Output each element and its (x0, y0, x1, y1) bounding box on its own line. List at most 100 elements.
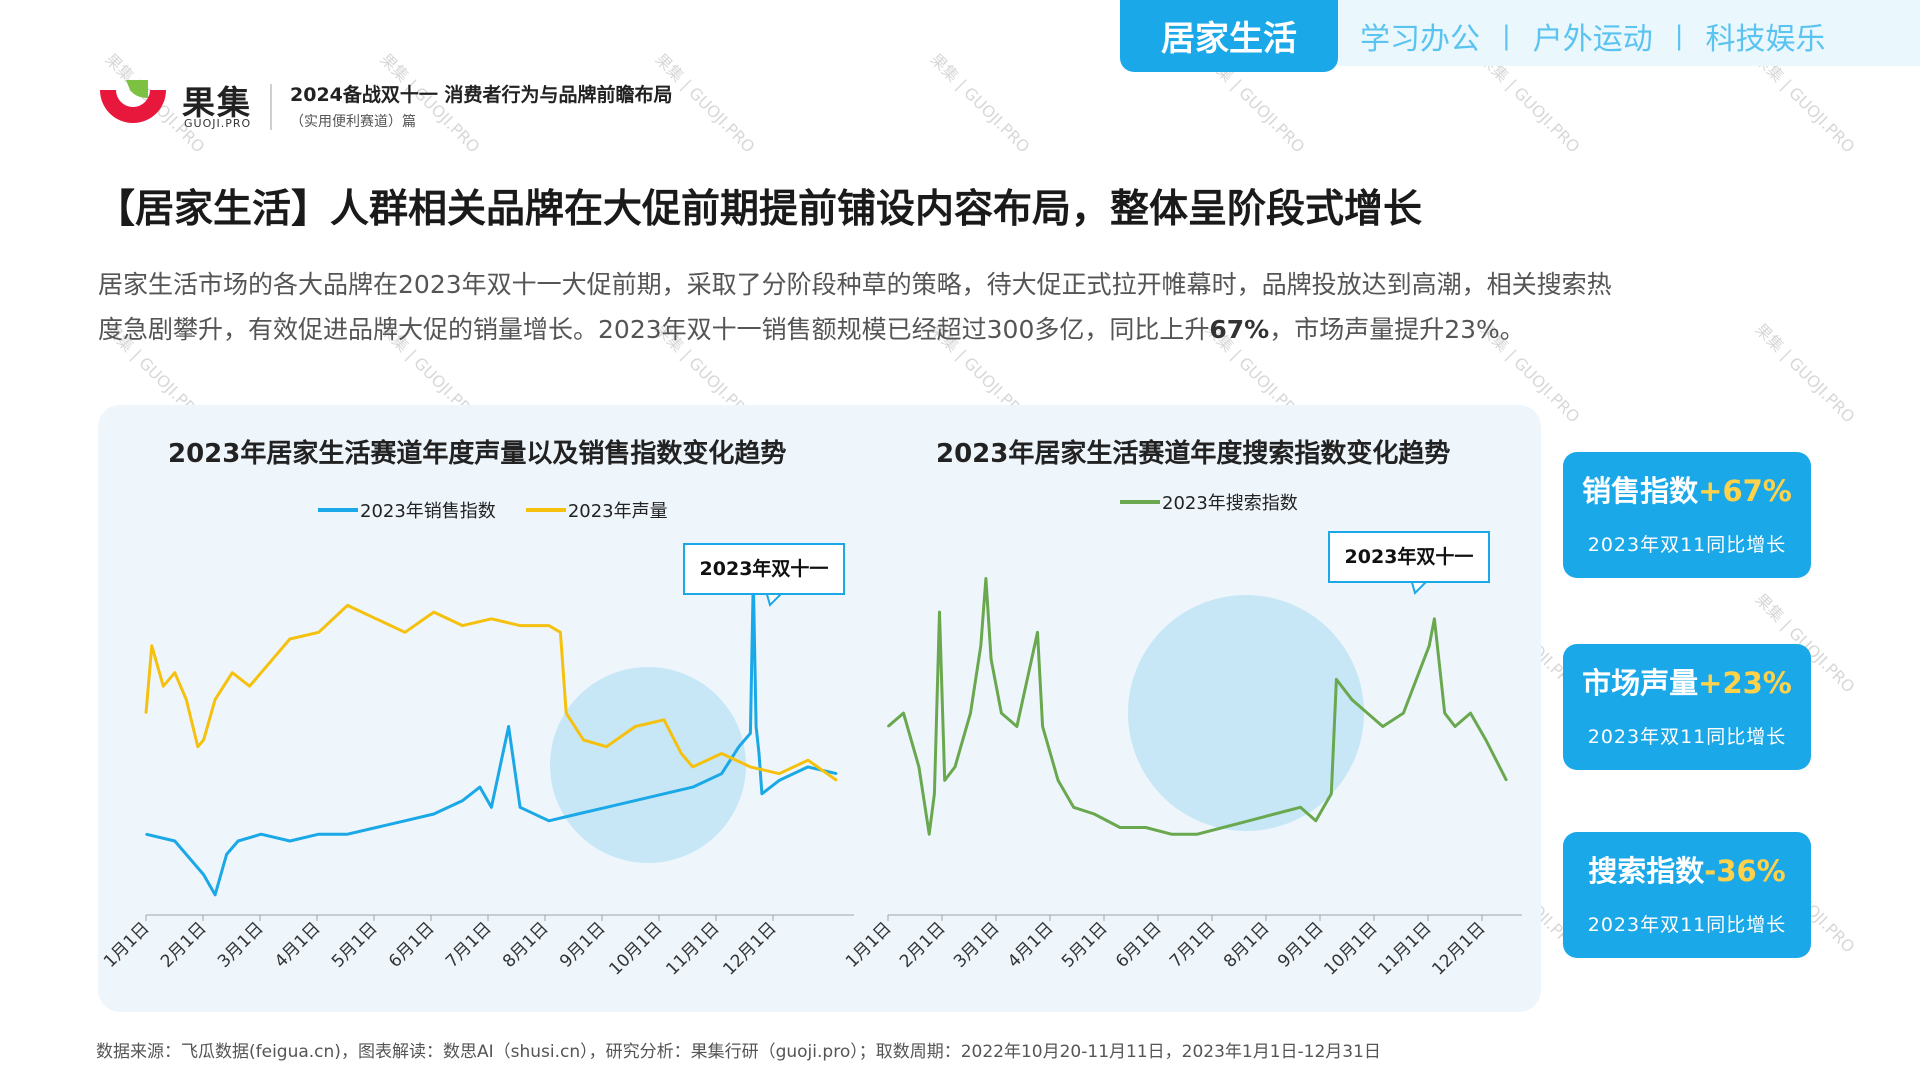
x-tick-label: 8月1日 (1220, 918, 1273, 971)
x-tick-label: 6月1日 (1112, 918, 1165, 971)
tab-study-office[interactable]: 学习办公 (1360, 22, 1480, 57)
data-point (1000, 712, 1003, 714)
data-point (738, 745, 740, 748)
kpi-label: 销售指数 (1582, 474, 1699, 508)
data-point (519, 624, 521, 627)
series-line-2-1 (887, 577, 1508, 836)
legend-item-sales: 2023年销售指数 (318, 497, 496, 523)
x-tick-label: 2月1日 (157, 918, 210, 971)
nav-separator: | (1674, 21, 1684, 51)
data-point (933, 793, 936, 795)
data-point (1433, 618, 1436, 620)
data-point (375, 618, 378, 620)
data-point (1315, 820, 1317, 822)
data-point (1273, 813, 1276, 815)
data-point (404, 631, 406, 634)
data-point (969, 712, 972, 714)
data-source-note: 数据来源：飞瓜数据(feigua.cn)，图表解读：数思AI（shusi.cn）… (96, 1042, 1381, 1062)
data-point (576, 813, 579, 815)
data-point (214, 698, 216, 701)
x-tick-label: 3月1日 (214, 918, 267, 971)
intro-line-2: 度急剧攀升，有效促进品牌大促的销量增长。2023年双十一销售额规模已经超过300… (98, 307, 1818, 352)
legend-swatch (525, 508, 566, 512)
data-point (225, 853, 228, 856)
data-point (1119, 826, 1121, 829)
kpi-heading: 市场声量+23% (1563, 660, 1811, 702)
x-tick-label: 12月1日 (1428, 918, 1489, 979)
x-tick-label: 4月1日 (1004, 918, 1057, 971)
data-point (260, 833, 262, 835)
data-point (582, 739, 585, 741)
data-point (1057, 779, 1059, 782)
legend-swatch (1120, 500, 1160, 504)
data-point (151, 645, 153, 647)
data-point (1093, 813, 1095, 815)
data-point (985, 577, 987, 580)
tab-tech-entertainment[interactable]: 科技娱乐 (1705, 22, 1826, 57)
data-point (928, 833, 930, 835)
data-point (902, 712, 905, 714)
x-tick-label: 2月1日 (896, 918, 949, 971)
data-point (938, 611, 941, 613)
data-point (758, 752, 760, 755)
data-point (507, 725, 510, 728)
x-tick-label: 3月1日 (950, 918, 1003, 971)
data-point (248, 685, 251, 687)
data-point (519, 806, 521, 809)
chart-1-legend: 2023年销售指数 2023年声量 (318, 497, 698, 523)
data-point (1041, 725, 1044, 728)
data-point (835, 772, 838, 775)
kpi-card-search: 搜索指数-36% 2023年双11同比增长 (1563, 832, 1811, 958)
data-point (174, 840, 176, 842)
data-point (954, 766, 956, 768)
data-point (680, 752, 683, 755)
data-point (289, 840, 291, 842)
data-point (720, 772, 723, 775)
x-tick-label: 4月1日 (271, 918, 324, 971)
data-point (1443, 712, 1446, 714)
x-tick-label: 10月1日 (1320, 918, 1381, 979)
x-tick-label: 1月1日 (100, 918, 153, 971)
data-point (1351, 698, 1353, 701)
data-point (237, 840, 239, 842)
data-point (202, 873, 205, 876)
kpi-subtext: 2023年双11同比增长 (1587, 914, 1787, 936)
x-tick-label: 1月1日 (842, 918, 895, 971)
data-point (1402, 712, 1405, 714)
data-point (835, 779, 838, 782)
data-point (317, 833, 320, 835)
data-point (1170, 833, 1173, 835)
data-point (565, 712, 567, 714)
data-point (479, 786, 481, 788)
data-point (1144, 826, 1147, 829)
kpi-value: -36% (1704, 854, 1786, 888)
tab-outdoor-sports[interactable]: 户外运动 (1532, 22, 1653, 57)
series-line-1-2 (144, 603, 838, 782)
report-title: 2024备战双十一 消费者行为与品牌前瞻布局 (290, 84, 673, 106)
chart-2-legend: 2023年搜索指数 (1120, 489, 1328, 515)
x-tick-label: 11月1日 (662, 918, 723, 979)
double11-highlight-circle (550, 667, 746, 863)
data-point (1299, 806, 1302, 809)
data-point (1485, 739, 1487, 741)
data-point (663, 719, 665, 721)
data-point (1248, 820, 1250, 822)
tab-home-living[interactable]: 居家生活 (1120, 0, 1338, 72)
data-point (346, 604, 349, 607)
data-point (1330, 793, 1333, 795)
data-point (605, 806, 608, 809)
x-tick-label: 5月1日 (328, 918, 381, 971)
data-point (231, 671, 234, 674)
logo-name: 果集 (182, 83, 252, 122)
report-subtitle: （实用便利赛道）篇 (290, 114, 416, 130)
logo-domain: GUOJI.PRO (184, 117, 252, 130)
kpi-value: +67% (1698, 474, 1792, 508)
data-point (490, 618, 493, 620)
kpi-card-sales: 销售指数+67% 2023年双11同比增长 (1563, 452, 1811, 578)
intro-line-1: 居家生活市场的各大品牌在2023年双十一大促前期，采取了分阶段种草的策略，待大促… (98, 270, 1612, 299)
data-point (778, 772, 780, 775)
data-point (185, 698, 188, 701)
kpi-subtext: 2023年双11同比增长 (1587, 726, 1787, 748)
x-tick-label: 5月1日 (1058, 918, 1111, 971)
data-point (1469, 712, 1472, 714)
